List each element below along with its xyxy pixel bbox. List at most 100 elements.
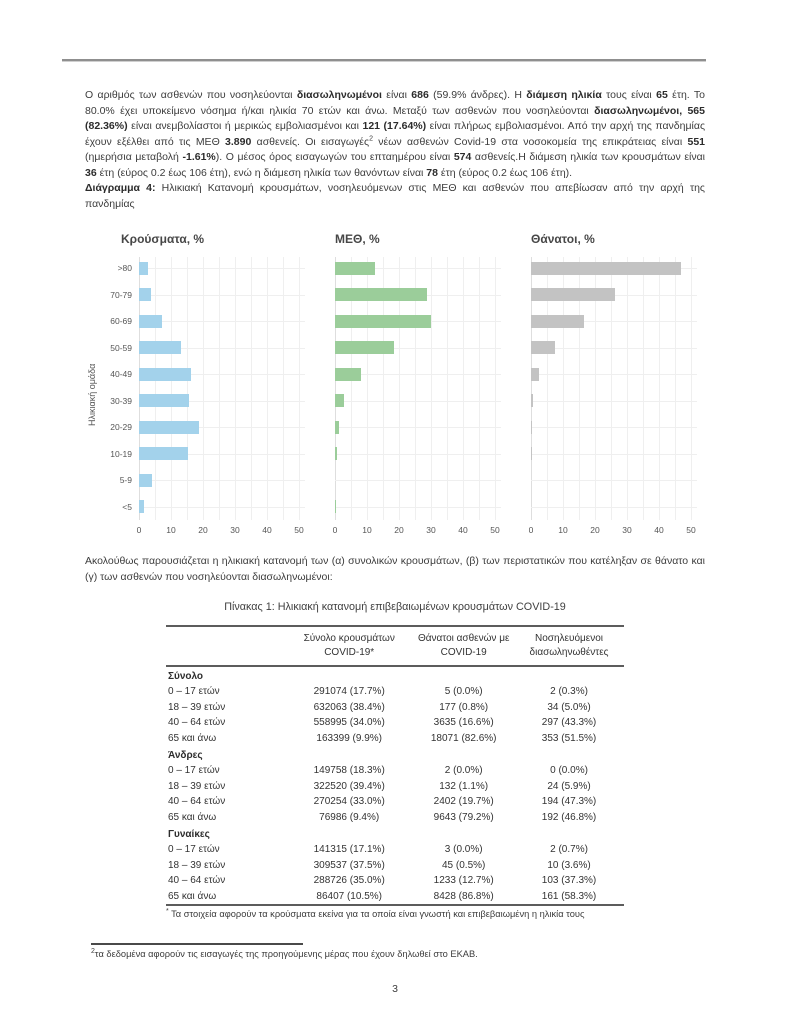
x-tick-label: 0 xyxy=(332,525,338,535)
bar-20-29 xyxy=(139,420,200,434)
table-row: 18 – 39 ετών 322520 (39.4%) 132 (1.1%) 24 (… xyxy=(166,779,624,795)
table-title: Πίνακας 1: Ηλικιακή κατανομή επιβεβαιωμέ… xyxy=(224,601,566,613)
gridline xyxy=(383,257,384,520)
gridline xyxy=(659,257,660,520)
table-row: 18 – 39 ετών 309537 (37.5%) 45 (0.5%) 10 (3… xyxy=(166,858,624,874)
cases-plot-area xyxy=(139,255,305,520)
row-label: 40 – 64 ετών xyxy=(168,875,226,886)
gridline xyxy=(139,400,305,402)
x-tick-label: 30 xyxy=(622,525,632,535)
cell-value: 270254 (33.0%) xyxy=(313,796,385,807)
cell-value: 1233 (12.7%) xyxy=(433,875,494,886)
bar-50-59 xyxy=(335,341,394,355)
bar-40-49 xyxy=(335,367,361,381)
x-tick-label: 20 xyxy=(394,525,404,535)
age-group-label: 50-59 xyxy=(110,342,132,353)
gridline xyxy=(431,257,432,520)
bar->80 xyxy=(139,261,148,275)
gridline xyxy=(547,257,548,520)
bar-<5 xyxy=(139,500,145,514)
x-tick-label: 40 xyxy=(262,525,272,535)
gridline xyxy=(351,257,352,520)
gridline xyxy=(611,257,612,520)
intro-paragraph: Ο αριθμός των ασθενών που νοσηλεύονται δ… xyxy=(85,89,706,179)
x-tick-label: 10 xyxy=(166,525,176,535)
gridline xyxy=(675,257,676,520)
page-number: 3 xyxy=(392,983,398,995)
x-tick-label: 10 xyxy=(362,525,372,535)
cell-value: 309537 (37.5%) xyxy=(313,859,385,871)
icu-x-axis: 0 10 20 30 40 50 xyxy=(332,525,500,537)
cell-value: 177 (0.8%) xyxy=(439,701,489,713)
age-group-label: 60-69 xyxy=(110,316,132,327)
cell-value: 632063 (38.4%) xyxy=(313,701,385,713)
gridline xyxy=(187,257,188,520)
x-tick-label: 50 xyxy=(294,525,304,535)
table-row: 0 – 17 ετών 149758 (18.3%) 2 (0.0%) 0 (0.0%… xyxy=(166,763,624,779)
bar-60-69 xyxy=(139,314,163,328)
gridline xyxy=(283,257,284,520)
table-row: 18 – 39 ετών 632063 (38.4%) 177 (0.8%) 34 (… xyxy=(166,700,624,716)
gridline xyxy=(335,506,501,508)
table-row: 65 και άνω 163399 (9.9%) 18071 (82.6%) 353 … xyxy=(166,731,624,747)
cell-value: 2 (0.7%) xyxy=(550,844,588,855)
gridline xyxy=(203,257,204,520)
bar-10-19 xyxy=(139,447,188,461)
gridline xyxy=(139,480,305,482)
column-header xyxy=(166,626,286,667)
gridline xyxy=(139,268,305,270)
table-section-label: Άνδρες xyxy=(168,749,203,761)
cell-value: 192 (46.8%) xyxy=(541,811,597,823)
cell-value: 558995 (34.0%) xyxy=(313,717,385,728)
gridline xyxy=(563,257,564,520)
table-section-row: Γυναίκες xyxy=(166,825,624,842)
cell-value: 149758 (18.3%) xyxy=(313,765,385,776)
x-tick-label: 50 xyxy=(686,525,696,535)
gridline xyxy=(267,257,268,520)
x-tick-label: 40 xyxy=(654,525,664,535)
chart-icu: ΜΕΘ, % 0 10 20 30 40 50 xyxy=(332,232,501,537)
gridline xyxy=(399,257,400,520)
gridline xyxy=(495,257,496,520)
bar-40-49 xyxy=(139,367,192,381)
table-row: 65 και άνω 76986 (9.4%) 9643 (79.2%) 192 (4… xyxy=(166,810,624,826)
y-axis-title: Ηλικιακή ομάδα xyxy=(87,363,97,426)
cell-value: 141315 (17.1%) xyxy=(313,844,385,855)
x-tick-label: 0 xyxy=(528,525,534,535)
age-distribution-table: Σύνολο κρουσμάτων COVID-19* Θάνατοι ασθεν… xyxy=(166,625,624,906)
age-group-label: >80 xyxy=(117,263,132,274)
table-row: 0 – 17 ετών 141315 (17.1%) 3 (0.0%) 2 (0.7%… xyxy=(166,842,624,858)
table-section-label: Σύνολο xyxy=(168,670,204,682)
bar-10-19 xyxy=(335,447,337,461)
deaths-x-axis: 0 10 20 30 40 50 xyxy=(528,525,696,537)
age-group-label: <5 xyxy=(122,501,132,512)
row-label: 18 – 39 ετών xyxy=(168,780,226,792)
cell-value: 103 (37.3%) xyxy=(541,875,597,886)
row-label: 0 – 17 ετών xyxy=(168,686,220,697)
table-intro-paragraph: Ακολούθως παρουσιάζεται η ηλικιακή καταν… xyxy=(85,555,705,583)
chart-cases-title: Κρούσματα, % xyxy=(121,232,205,246)
table-section-row: Σύνολο xyxy=(166,666,624,684)
row-label: 18 – 39 ετών xyxy=(168,859,226,871)
column-header: Σύνολο κρουσμάτων COVID-19* xyxy=(285,626,414,667)
age-group-label: 10-19 xyxy=(110,448,132,459)
gridline xyxy=(643,257,644,520)
gridline xyxy=(531,321,697,323)
gridline xyxy=(251,257,252,520)
gridline xyxy=(335,400,501,402)
row-label: 40 – 64 ετών xyxy=(168,796,226,807)
deaths-plot-area xyxy=(531,255,697,520)
gridline xyxy=(335,268,501,270)
bar-70-79 xyxy=(531,288,615,302)
row-label: 65 και άνω xyxy=(168,732,217,744)
gridline xyxy=(531,257,532,520)
table-header-row: Σύνολο κρουσμάτων COVID-19* Θάνατοι ασθεν… xyxy=(166,626,624,667)
x-tick-label: 20 xyxy=(590,525,600,535)
gridline xyxy=(335,374,501,376)
x-tick-label: 30 xyxy=(426,525,436,535)
gridline xyxy=(171,257,172,520)
chart-cases: Κρούσματα, % >80 70-79 60-69 50-59 40-49 30-3… xyxy=(99,232,305,537)
age-group-label: 40-49 xyxy=(110,369,132,380)
table-1-block: Πίνακας 1: Ηλικιακή κατανομή επιβεβαιωμέ… xyxy=(85,601,705,919)
cell-value: 194 (47.3%) xyxy=(541,796,597,807)
